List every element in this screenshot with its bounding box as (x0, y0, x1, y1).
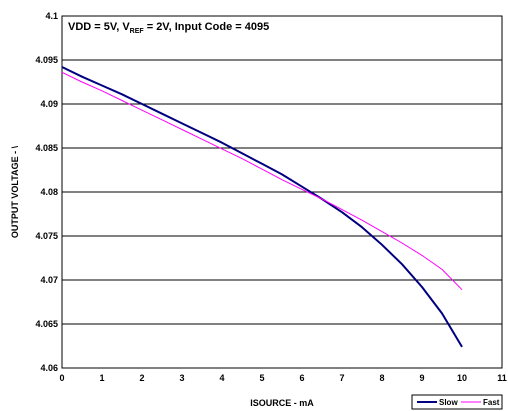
x-tick-11: 11 (497, 373, 507, 383)
x-tick-4: 4 (219, 373, 224, 383)
gridlines (62, 59, 502, 325)
x-tick-1: 1 (99, 373, 104, 383)
x-tick-10: 10 (457, 373, 467, 383)
legend: Slow Fast (411, 394, 503, 410)
y-axis-label: OUTPUT VOLTAGE - \ (10, 145, 20, 238)
chart-annotation: VDD = 5V, VREF = 2V, Input Code = 4095 (68, 21, 269, 35)
x-tick-2: 2 (139, 373, 144, 383)
x-tick-9: 9 (419, 373, 424, 383)
x-tick-5: 5 (259, 373, 264, 383)
y-tick-4.06: 4.06 (40, 363, 58, 373)
y-tick-4.1: 4.1 (45, 11, 58, 21)
x-axis-label: ISOURCE - mA (250, 398, 314, 408)
y-tick-labels: 4.06 4.065 4.07 4.075 4.08 4.085 4.09 4.095 4.1 (35, 11, 58, 373)
y-tick-4.075: 4.075 (35, 231, 58, 241)
x-tick-labels: 0 1 2 3 4 5 6 7 8 9 10 11 (59, 373, 506, 383)
x-tick-3: 3 (179, 373, 184, 383)
legend-box (411, 394, 503, 410)
y-tick-4.07: 4.07 (40, 275, 58, 285)
legend-label-fast: Fast (483, 398, 500, 407)
y-tick-4.065: 4.065 (35, 319, 58, 329)
y-tick-4.09: 4.09 (40, 99, 58, 109)
x-tick-8: 8 (379, 373, 384, 383)
y-tick-4.08: 4.08 (40, 187, 58, 197)
series-line-slow (61, 66, 463, 348)
x-tick-7: 7 (339, 373, 344, 383)
y-tick-4.095: 4.095 (35, 55, 58, 65)
x-tick-6: 6 (299, 373, 304, 383)
series-line-fast (61, 71, 463, 291)
y-tick-4.085: 4.085 (35, 143, 58, 153)
legend-label-slow: Slow (439, 398, 458, 407)
series-lines (61, 66, 463, 348)
x-tick-0: 0 (59, 373, 64, 383)
